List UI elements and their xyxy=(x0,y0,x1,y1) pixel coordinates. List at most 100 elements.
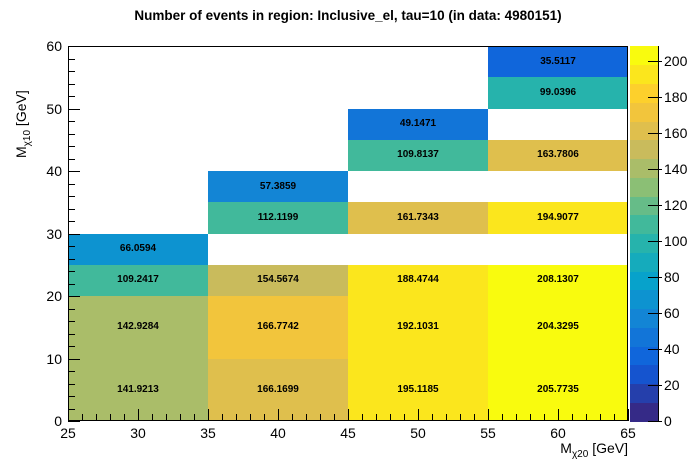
x-axis-tick xyxy=(418,409,419,421)
x-tick-label: 45 xyxy=(340,425,356,441)
x-axis-tick xyxy=(586,414,587,421)
cell-value: 208.1307 xyxy=(537,274,579,286)
x-axis-tick xyxy=(306,414,307,421)
cell-value: 66.0594 xyxy=(119,243,157,255)
y-axis-tick xyxy=(68,408,75,410)
x-tick-label: 50 xyxy=(410,425,426,441)
colorbar-tick xyxy=(648,240,662,242)
cell-value: 161.7343 xyxy=(397,211,439,223)
colorbar-tick xyxy=(648,168,662,170)
x-axis-tick xyxy=(460,414,461,421)
x-tick-label: 35 xyxy=(200,425,216,441)
x-axis-title-sub: χ20 xyxy=(571,448,589,460)
cell-value: 109.8137 xyxy=(397,149,439,161)
cell-value: 154.5674 xyxy=(257,274,299,286)
x-axis-tick xyxy=(68,409,69,421)
x-axis-tick xyxy=(390,414,391,421)
y-axis-tick xyxy=(68,108,80,110)
x-axis-tick xyxy=(474,414,475,421)
cell-value: 112.1199 xyxy=(257,211,299,223)
colorbar-tick xyxy=(648,421,662,422)
x-axis-tick xyxy=(614,414,615,421)
y-axis-tick xyxy=(68,46,80,47)
heatmap-cell: 192.1031 xyxy=(348,296,488,359)
colorbar-tick-label: 40 xyxy=(664,340,680,357)
plot-title: Number of events in region: Inclusive_el… xyxy=(134,8,562,23)
y-axis-tick xyxy=(68,58,75,60)
y-axis-tick xyxy=(68,121,75,122)
x-axis-tick xyxy=(82,414,83,421)
heatmap-cell: 109.8137 xyxy=(348,139,488,171)
x-tick-label: 60 xyxy=(550,425,566,441)
x-axis-tick xyxy=(572,414,573,421)
x-tick-label: 40 xyxy=(270,425,286,441)
colorbar-tick xyxy=(648,312,662,314)
colorbar-band xyxy=(630,64,659,84)
x-tick-label: 65 xyxy=(620,425,636,441)
colorbar-band xyxy=(630,402,659,422)
colorbar-band xyxy=(630,271,659,291)
color-scale-axis-line xyxy=(658,46,659,422)
y-axis-tick xyxy=(68,221,75,222)
colorbar-band xyxy=(630,327,659,347)
x-axis-tick xyxy=(124,414,125,421)
colorbar-band xyxy=(630,308,659,328)
x-tick-label: 30 xyxy=(130,425,146,441)
cell-value: 195.1185 xyxy=(397,383,439,395)
x-axis-tick xyxy=(446,414,447,421)
x-axis-tick xyxy=(250,414,251,421)
heatmap-plot-area: 141.9213 142.9284 109.2417 66.0594 166.1699 1… xyxy=(68,46,629,422)
colorbar-tick-label: 0 xyxy=(664,413,672,429)
x-axis-tick xyxy=(544,414,545,421)
colorbar-tick xyxy=(648,204,662,206)
cell-value: 192.1031 xyxy=(397,321,439,333)
y-axis-tick xyxy=(68,346,75,347)
colorbar-tick xyxy=(648,384,662,386)
colorbar-tick xyxy=(648,132,662,134)
colorbar-tick-label: 160 xyxy=(664,124,688,141)
y-axis-tick xyxy=(68,421,80,422)
x-axis-tick xyxy=(432,414,433,421)
y-axis-tick xyxy=(68,233,80,235)
y-axis-tick xyxy=(68,396,75,397)
y-axis-tick xyxy=(68,96,75,97)
y-axis-tick xyxy=(68,71,75,72)
heatmap-cell: 35.5117 xyxy=(488,46,628,78)
y-axis-tick xyxy=(68,296,80,297)
heatmap-cell: 109.2417 xyxy=(68,264,208,296)
cell-value: 194.9077 xyxy=(537,211,579,223)
y-tick-label: 30 xyxy=(46,225,62,242)
x-axis-tick xyxy=(320,414,321,421)
colorbar-tick xyxy=(648,348,662,350)
y-axis-title: Mχ10 [GeV] xyxy=(13,90,33,158)
x-axis-tick xyxy=(278,409,279,421)
colorbar-band xyxy=(630,46,659,66)
y-axis-tick xyxy=(68,183,75,185)
colorbar-band xyxy=(630,83,659,103)
color-scale-bar xyxy=(630,46,659,422)
colorbar-band xyxy=(630,346,659,366)
cell-value: 57.3859 xyxy=(259,180,297,192)
y-axis-tick xyxy=(68,358,80,360)
x-axis-tick xyxy=(488,409,489,421)
y-axis-tick xyxy=(68,271,75,272)
cell-value: 163.7806 xyxy=(537,149,579,161)
heatmap-cell: 194.9077 xyxy=(488,202,628,234)
y-tick-label: 60 xyxy=(46,38,62,54)
heatmap-cell: 163.7806 xyxy=(488,139,628,171)
x-axis-title: Mχ20 [GeV] xyxy=(560,440,628,459)
x-axis-tick xyxy=(376,414,377,421)
heatmap-cell: 208.1307 xyxy=(488,264,628,296)
heatmap-cell: 99.0396 xyxy=(488,77,628,109)
colorbar-tick xyxy=(648,60,662,62)
y-axis-tick xyxy=(68,246,75,247)
x-axis-tick xyxy=(96,414,97,421)
x-axis-tick xyxy=(236,414,237,421)
cell-value: 188.4744 xyxy=(397,274,439,286)
x-axis-tick xyxy=(362,414,363,421)
heatmap-cell: 49.1471 xyxy=(348,108,488,140)
y-axis-tick xyxy=(68,321,75,322)
x-axis-tick xyxy=(404,414,405,421)
heatmap-cell: 142.9284 xyxy=(68,296,208,359)
y-axis-tick xyxy=(68,371,75,372)
